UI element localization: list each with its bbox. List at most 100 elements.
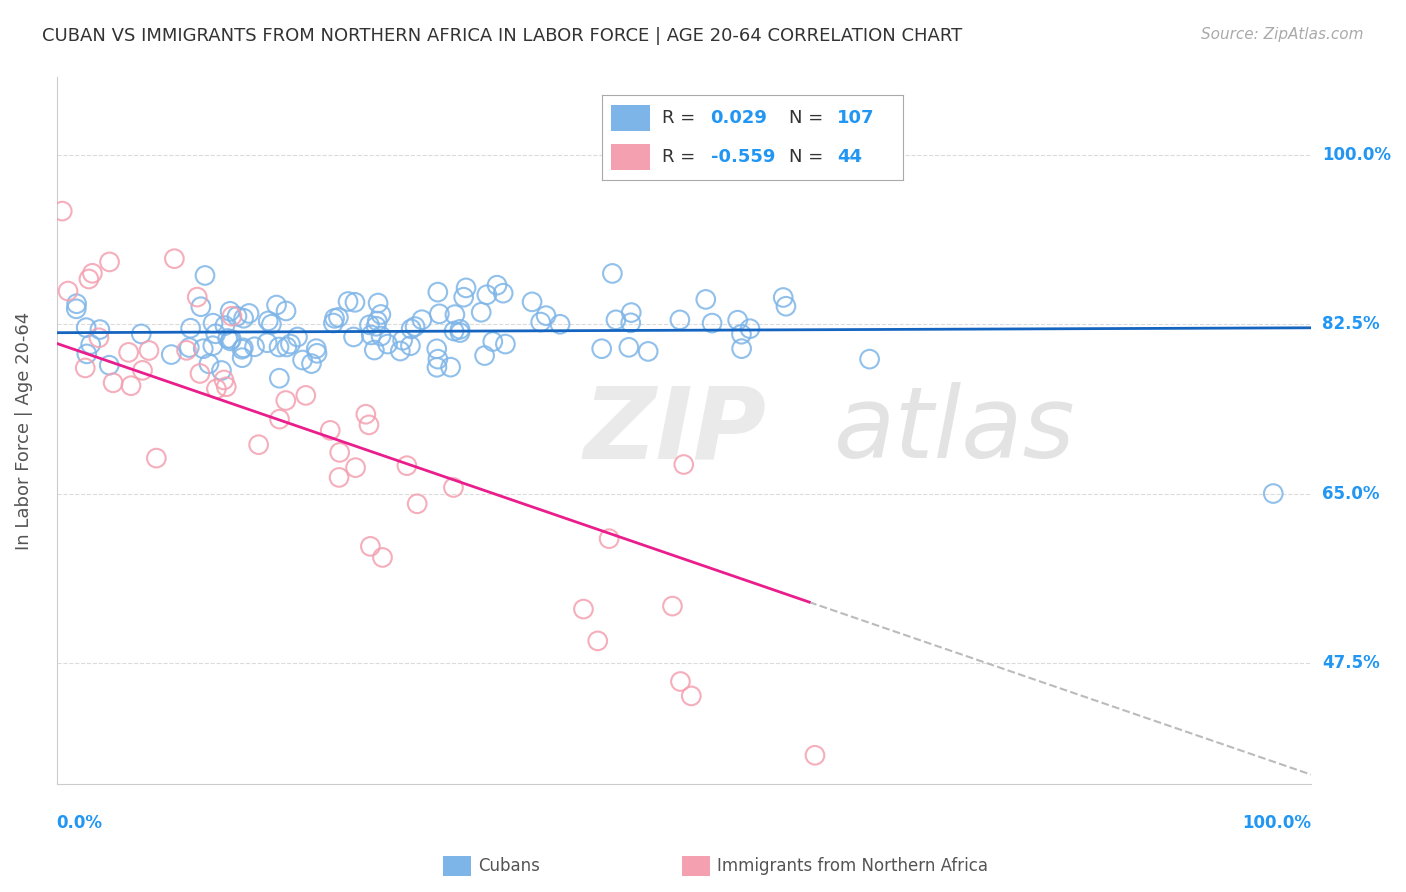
Point xyxy=(204,326,226,341)
Point xyxy=(79,337,101,351)
Point xyxy=(617,340,640,354)
Point xyxy=(291,353,314,368)
Point xyxy=(772,291,794,305)
Point xyxy=(56,284,79,298)
Point xyxy=(399,339,422,353)
Point xyxy=(117,345,139,359)
Point xyxy=(637,344,659,359)
Point xyxy=(738,321,761,335)
Point xyxy=(586,633,609,648)
Point xyxy=(138,343,160,358)
Point xyxy=(395,458,418,473)
Point xyxy=(439,360,461,375)
Point xyxy=(201,339,224,353)
Point xyxy=(269,371,291,385)
Point xyxy=(343,295,366,310)
Point xyxy=(520,294,543,309)
Point xyxy=(214,318,236,333)
Point xyxy=(370,308,392,322)
Text: atlas: atlas xyxy=(834,382,1076,479)
Point xyxy=(260,318,283,332)
Point xyxy=(367,296,389,310)
Point xyxy=(232,311,254,326)
Point xyxy=(427,307,450,321)
Point xyxy=(605,313,627,327)
Text: 100.0%: 100.0% xyxy=(1322,146,1391,164)
Point xyxy=(131,363,153,377)
Point xyxy=(221,309,243,323)
Point xyxy=(280,337,302,351)
Point xyxy=(404,319,426,334)
Point xyxy=(198,357,221,371)
Point xyxy=(700,316,723,330)
Point xyxy=(163,252,186,266)
Point xyxy=(193,342,215,356)
Point xyxy=(804,748,827,763)
Text: 100.0%: 100.0% xyxy=(1241,814,1310,832)
Point xyxy=(492,286,515,301)
Point xyxy=(274,393,297,408)
Point xyxy=(411,312,433,326)
Point xyxy=(305,342,328,356)
Point xyxy=(329,445,352,459)
Point xyxy=(391,334,413,348)
Point xyxy=(406,497,429,511)
Point xyxy=(87,331,110,345)
Point xyxy=(730,327,752,342)
Point xyxy=(454,281,477,295)
Point xyxy=(672,458,695,472)
Point xyxy=(129,326,152,341)
Point xyxy=(1263,486,1285,500)
Point xyxy=(449,322,471,336)
Point xyxy=(66,297,89,311)
Point xyxy=(194,268,217,283)
Point xyxy=(217,331,239,345)
Point xyxy=(475,287,498,301)
Point xyxy=(65,301,87,316)
Point xyxy=(377,337,399,351)
Text: Cubans: Cubans xyxy=(478,857,540,875)
Point xyxy=(328,470,350,484)
Point xyxy=(269,412,291,426)
FancyBboxPatch shape xyxy=(443,856,471,876)
Point xyxy=(212,373,235,387)
Point xyxy=(548,318,571,332)
Point xyxy=(681,689,703,703)
Point xyxy=(186,290,208,304)
Point xyxy=(176,343,198,358)
Point xyxy=(179,341,201,355)
Point xyxy=(190,300,212,314)
Y-axis label: In Labor Force | Age 20-64: In Labor Force | Age 20-64 xyxy=(15,311,32,549)
Point xyxy=(598,532,620,546)
Point xyxy=(354,407,377,421)
Point xyxy=(145,451,167,466)
Point xyxy=(366,314,388,328)
Point xyxy=(120,378,142,392)
Point xyxy=(470,305,492,319)
Point xyxy=(620,305,643,319)
Point xyxy=(858,352,880,367)
Point xyxy=(89,322,111,336)
Point xyxy=(620,316,643,330)
Point xyxy=(775,299,797,313)
Point xyxy=(370,329,392,343)
Point xyxy=(328,310,350,325)
Point xyxy=(486,278,509,293)
Point xyxy=(669,674,692,689)
Point xyxy=(219,334,242,348)
Point xyxy=(305,346,328,360)
Point xyxy=(453,290,475,304)
Point xyxy=(215,380,238,394)
Point xyxy=(219,304,242,318)
Point xyxy=(160,348,183,362)
Point xyxy=(231,351,253,365)
FancyBboxPatch shape xyxy=(682,856,710,876)
Point xyxy=(267,340,290,354)
Point xyxy=(76,347,98,361)
Point xyxy=(323,311,346,326)
Point xyxy=(602,267,624,281)
Point xyxy=(232,341,254,355)
Point xyxy=(481,334,503,349)
Point xyxy=(221,332,243,346)
Point xyxy=(202,316,225,330)
